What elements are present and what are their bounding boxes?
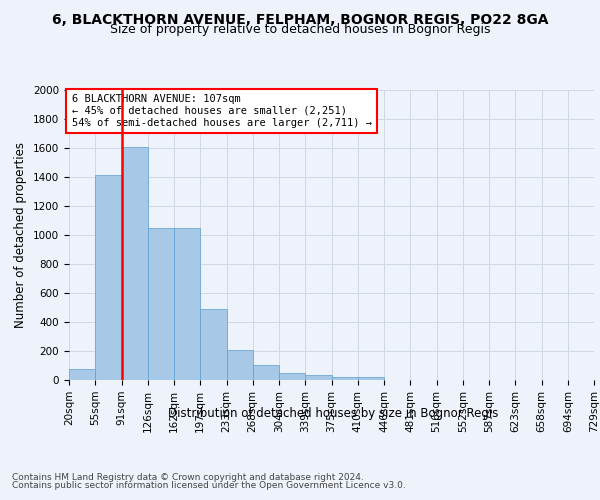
Text: Size of property relative to detached houses in Bognor Regis: Size of property relative to detached ho…	[110, 22, 490, 36]
Bar	[227, 350, 253, 380]
Bar	[95, 175, 121, 380]
Bar	[69, 369, 95, 380]
Bar	[121, 146, 148, 380]
Text: Contains public sector information licensed under the Open Government Licence v3: Contains public sector information licen…	[12, 481, 406, 490]
Bar	[253, 365, 279, 380]
Bar	[331, 377, 358, 380]
Y-axis label: Number of detached properties: Number of detached properties	[14, 142, 28, 328]
Bar	[200, 310, 227, 380]
Text: Distribution of detached houses by size in Bognor Regis: Distribution of detached houses by size …	[168, 408, 498, 420]
Text: 6 BLACKTHORN AVENUE: 107sqm
← 45% of detached houses are smaller (2,251)
54% of : 6 BLACKTHORN AVENUE: 107sqm ← 45% of det…	[71, 94, 371, 128]
Bar	[305, 375, 331, 380]
Bar	[279, 374, 305, 380]
Bar	[174, 228, 200, 380]
Bar	[148, 228, 174, 380]
Text: 6, BLACKTHORN AVENUE, FELPHAM, BOGNOR REGIS, PO22 8GA: 6, BLACKTHORN AVENUE, FELPHAM, BOGNOR RE…	[52, 12, 548, 26]
Bar	[358, 378, 384, 380]
Text: Contains HM Land Registry data © Crown copyright and database right 2024.: Contains HM Land Registry data © Crown c…	[12, 472, 364, 482]
